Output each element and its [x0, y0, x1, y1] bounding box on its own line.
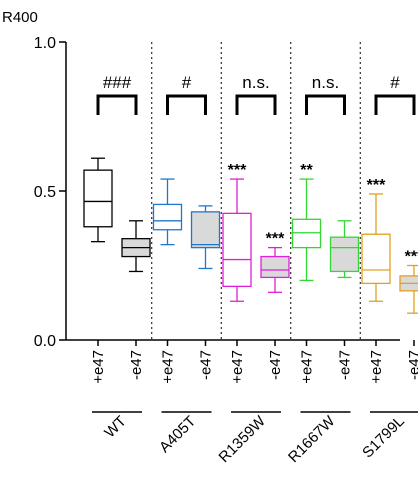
box-s1799l-plus-e47: *** [361, 177, 391, 302]
box-r1359w-minus-e47: *** [260, 231, 290, 293]
significance-label: # [390, 73, 400, 92]
x-tick-label: -e47 [198, 350, 215, 380]
significance-bracket [166, 94, 207, 115]
x-tick-label: -e47 [337, 350, 354, 380]
x-tick-label: +e47 [229, 350, 246, 384]
group-label: A405T [156, 413, 199, 456]
significance-bracket [374, 94, 416, 115]
significance-bracket [96, 94, 138, 115]
x-tick-label: +e47 [160, 350, 177, 384]
x-tick-label: -e47 [406, 350, 418, 380]
box-s1799l-minus-e47: *** [399, 249, 418, 314]
box-r1667w-minus-e47 [329, 220, 360, 279]
box-r1359w-plus-e47: *** [222, 162, 252, 302]
x-tick-label: +e47 [299, 350, 316, 384]
group-label: R1667W [285, 412, 339, 466]
box-iqr [83, 169, 113, 228]
x-tick-label: +e47 [90, 350, 107, 384]
significance-marker: *** [266, 231, 285, 248]
box-iqr [291, 218, 322, 249]
y-tick-label: 0.5 [34, 184, 56, 201]
significance-marker: *** [367, 177, 386, 194]
group-label: S1799L [359, 413, 408, 462]
y-axis-label: R400 [2, 9, 38, 26]
x-tick-labels: +e47 -e47 +e47 -e47 +e47 -e47 +e47 -e47 +e47 -e47 [90, 340, 418, 384]
significance-brackets: ### # n.s. n.s. # [96, 73, 416, 115]
x-tick-label: -e47 [267, 350, 284, 380]
box-iqr [260, 255, 290, 279]
significance-bracket [305, 94, 346, 115]
significance-marker: *** [228, 162, 247, 179]
boxes: ************** [83, 157, 418, 314]
box-iqr [190, 211, 221, 249]
significance-label: n.s. [242, 73, 269, 92]
x-tick-label: +e47 [368, 350, 385, 384]
x-tick-label: -e47 [128, 350, 145, 380]
significance-marker: ** [300, 162, 313, 179]
significance-bracket [235, 94, 277, 115]
box-iqr [361, 233, 391, 285]
y-tick-label: 0.0 [34, 333, 56, 350]
box-iqr [222, 212, 252, 288]
significance-label: ### [103, 73, 132, 92]
box-iqr [329, 236, 360, 273]
significance-label: # [182, 73, 192, 92]
y-tick-label: 1.0 [34, 35, 56, 52]
box-r1667w-plus-e47: ** [291, 162, 322, 282]
box-wt-plus-e47 [83, 157, 113, 243]
significance-label: n.s. [312, 73, 339, 92]
group-labels: WT A405T R1359W R1667W S1799L [92, 411, 418, 466]
significance-marker: *** [405, 249, 418, 266]
group-label: R1359W [216, 412, 270, 466]
box-a405t-plus-e47 [152, 178, 183, 246]
box-wt-minus-e47 [121, 220, 151, 273]
box-iqr [152, 203, 183, 231]
box-a405t-minus-e47 [190, 205, 221, 270]
group-label: WT [101, 413, 130, 442]
